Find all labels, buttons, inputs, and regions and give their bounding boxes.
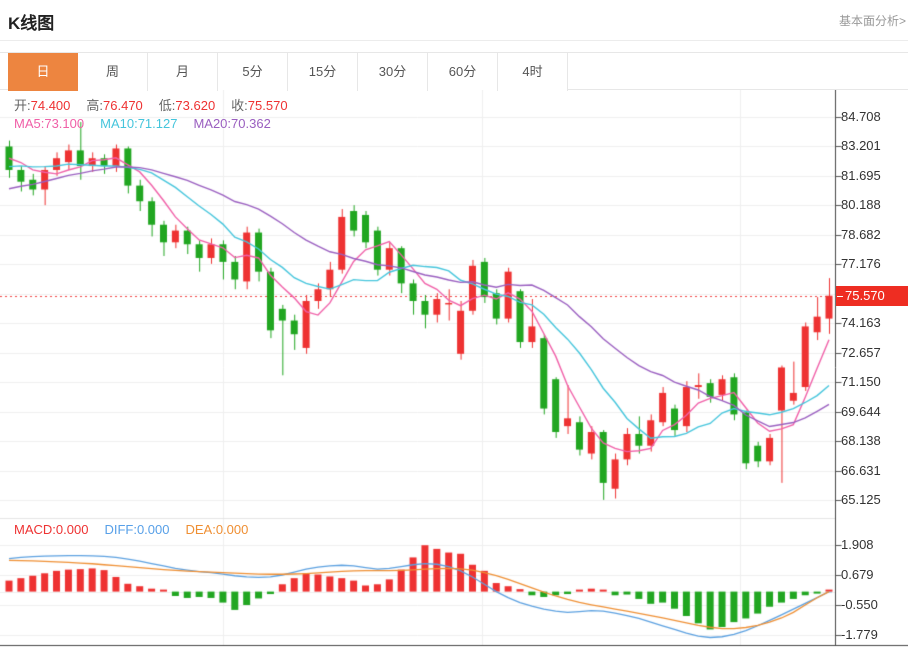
ma-item-value: 70.362 [231,116,271,131]
macd-y-axis-label: 1.908 [841,537,874,553]
ohlc-item-value: 76.470 [103,98,143,113]
main-y-axis-label: 80.188 [841,197,881,213]
main-y-axis-label: 83.201 [841,138,881,154]
interval-tab-bar: 日周月 5分 15分 30分 60分 4时 [0,52,908,91]
tab-4时[interactable]: 4时 [498,53,568,91]
kline-chart-canvas[interactable] [0,90,908,652]
ohlc-readout: 开:74.400 高:76.470 低:73.620 收:75.570 [14,95,304,114]
ohlc-item-label: 收: [231,98,248,113]
tab-月[interactable]: 月 [148,53,218,91]
tab-周[interactable]: 周 [78,53,148,91]
main-y-axis-label: 74.163 [841,315,881,331]
tab-30分[interactable]: 30分 [358,53,428,91]
macd-y-axis-label: -0.550 [841,597,878,613]
current-price-tag: 75.570 [836,285,908,306]
ma-readout: MA5:73.100 MA10:71.127 MA20:70.362 [14,116,287,131]
macd-item: MACD:0.000 [14,522,88,537]
ohlc-item-label: 开: [14,98,31,113]
macd-item-label: MACD: [14,522,56,537]
ohlc-item-label: 高: [86,98,104,113]
main-y-axis-label: 84.708 [841,109,881,124]
ohlc-item: 低:73.620 [159,95,215,114]
ma-item-label: MA20: [193,116,232,131]
macd-readout: MACD:0.000 DIFF:0.000 DEA:0.000 [14,522,264,537]
widget-header: K线图 基本面分析> [0,0,908,41]
macd-item: DEA:0.000 [185,522,248,537]
tab-日[interactable]: 日 [8,53,78,91]
main-y-axis-label: 77.176 [841,256,881,272]
macd-item-value: 0.000 [215,522,249,537]
ma-item: MA20:70.362 [193,116,270,131]
tab-5分[interactable]: 5分 [218,53,288,91]
ohlc-item-value: 73.620 [175,98,216,113]
tab-15分[interactable]: 15分 [288,53,358,91]
macd-item-value: 0.000 [136,522,170,537]
ma-item-label: MA5: [14,116,45,131]
macd-item-value: 0.000 [55,522,89,537]
ohlc-item-value: 74.400 [30,98,71,113]
macd-item: DIFF:0.000 [104,522,169,537]
ohlc-item: 开:74.400 [14,95,70,114]
ma-item-value: 73.100 [44,116,85,131]
ma-item-label: MA10: [100,116,138,131]
ohlc-item: 收:75.570 [231,95,287,114]
ohlc-item-value: 75.570 [247,98,288,113]
main-y-axis-label: 69.644 [841,403,881,419]
macd-item-label: DIFF: [104,522,137,537]
page-title: K线图 [8,14,55,33]
main-y-axis-label: 81.695 [841,167,881,183]
ohlc-item: 高:76.470 [86,95,142,114]
ma-item-value: 71.127 [137,116,178,131]
fundamental-analysis-link[interactable]: 基本面分析> [838,14,906,28]
main-y-axis-label: 65.125 [841,491,881,507]
main-y-axis-label: 72.657 [841,344,881,360]
ma-item: MA5:73.100 [14,116,84,131]
macd-item-label: DEA: [185,522,216,537]
main-y-axis-label: 71.150 [841,374,881,390]
tab-60分[interactable]: 60分 [428,53,498,91]
main-y-axis-label: 68.138 [841,433,881,449]
ma-item: MA10:71.127 [100,116,177,131]
main-y-axis-label: 78.682 [841,226,881,242]
ohlc-item-label: 低: [158,98,176,113]
macd-y-axis-label: -1.779 [841,627,878,643]
main-y-axis-label: 66.631 [841,462,881,478]
macd-y-axis-label: 0.679 [841,567,874,583]
